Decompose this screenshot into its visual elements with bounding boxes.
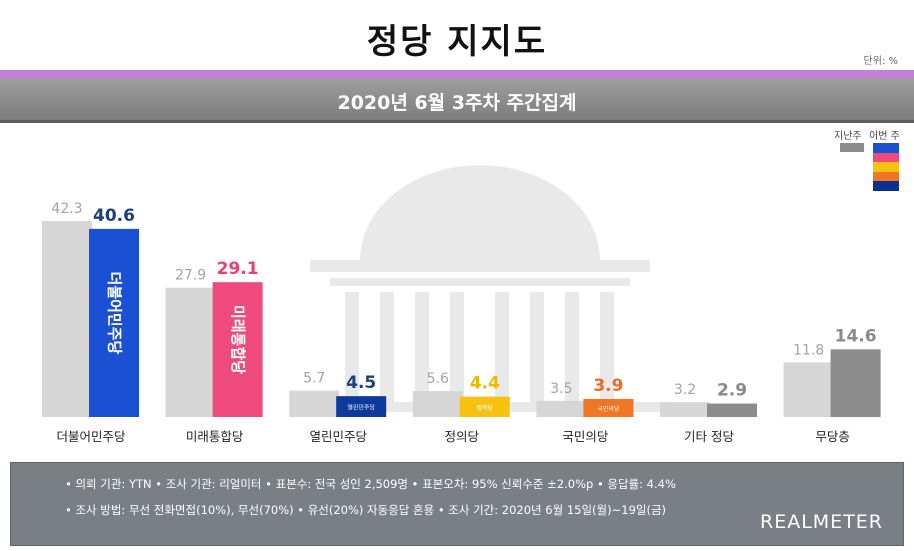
value-label-cur-4: 3.9: [593, 376, 623, 396]
legend-prev-label: 지난주: [834, 131, 862, 142]
bar-party-logo-3: 정의당: [477, 404, 494, 412]
value-label-prev-6: 11.8: [793, 342, 824, 358]
survey-info-line-2: • 조사 방법: 무선 전화면접(10%), 무선(70%) • 유선(20%)…: [65, 503, 667, 517]
value-label-prev-0: 42.3: [51, 201, 82, 217]
subtitle-bar: [0, 78, 914, 123]
legend-cur-color-4: [873, 181, 899, 191]
bar-prev-0: [42, 221, 92, 417]
survey-info-box: • 의뢰 기관: YTN • 조사 기관: 리얼미터 • 표본수: 전국 성인 …: [10, 462, 904, 546]
bar-cur-0: [89, 228, 139, 417]
value-label-cur-6: 14.6: [835, 326, 877, 346]
category-label-4: 국민의당: [562, 429, 609, 444]
survey-info-line-1: • 의뢰 기관: YTN • 조사 기관: 리얼미터 • 표본수: 전국 성인 …: [65, 477, 676, 491]
category-label-6: 무당층: [815, 429, 850, 444]
legend-cur-color-0: [873, 143, 899, 153]
bar-cur-6: [830, 349, 881, 417]
category-label-2: 열린민주당: [309, 429, 367, 444]
value-label-prev-2: 5.7: [303, 371, 325, 387]
bar-party-logo-2: 열린민주당: [347, 404, 375, 412]
bar-prev-1: [165, 287, 216, 417]
bar-prev-4: [536, 400, 587, 417]
bar-cur-2: [336, 396, 387, 417]
bar-cur-3: [459, 396, 510, 417]
value-label-prev-1: 27.9: [175, 268, 206, 284]
value-label-prev-3: 5.6: [427, 371, 449, 387]
unit-label: 단위: %: [863, 56, 898, 67]
bar-party-logo-0: 더불어민주당: [106, 272, 124, 355]
category-label-0: 더불어민주당: [56, 429, 126, 444]
bar-prev-6: [783, 362, 834, 417]
legend-cur-color-2: [873, 162, 899, 172]
accent-line: [0, 70, 914, 78]
category-label-3: 정의당: [445, 429, 480, 444]
bar-cur-5: [707, 403, 757, 417]
legend-cur-color-3: [873, 171, 899, 182]
bar-party-logo-1: 미래통합당: [229, 305, 247, 374]
category-label-1: 미래통합당: [186, 429, 244, 444]
value-label-prev-4: 3.5: [550, 381, 572, 397]
category-label-5: 기타 정당: [684, 429, 734, 444]
legend-prev-swatch: [840, 143, 864, 152]
legend-cur-swatch: [873, 143, 899, 191]
bar-prev-5: [660, 402, 710, 417]
bar-cur-4: [583, 398, 634, 417]
value-label-prev-5: 3.2: [674, 382, 696, 398]
value-label-cur-3: 4.4: [470, 374, 500, 394]
legend-cur-label: 이번 주: [869, 131, 900, 142]
chart-subtitle: 2020년 6월 3주차 주간집계: [337, 92, 577, 114]
bar-party-logo-4: 국민의당: [597, 405, 620, 413]
bar-cur-1: [212, 282, 263, 417]
value-label-cur-2: 4.5: [346, 373, 376, 393]
legend-cur-color-1: [873, 152, 899, 163]
value-label-cur-5: 2.9: [717, 381, 747, 401]
value-label-cur-0: 40.6: [93, 206, 135, 226]
bar-prev-2: [289, 390, 340, 417]
brand-logo: REALMETER: [760, 511, 883, 533]
chart-title: 정당 지지도: [366, 22, 548, 62]
value-label-cur-1: 29.1: [217, 259, 259, 279]
bar-prev-3: [412, 391, 463, 417]
